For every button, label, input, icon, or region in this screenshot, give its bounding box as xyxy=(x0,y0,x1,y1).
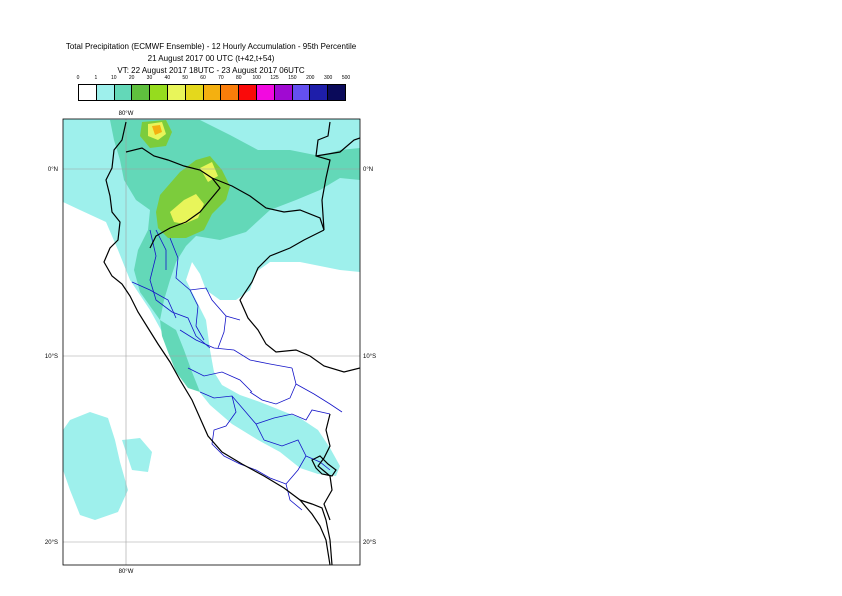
lat-label-left-10s: 10°S xyxy=(45,354,58,360)
legend-swatch-2 xyxy=(114,85,133,100)
lake-titicaca xyxy=(311,455,337,477)
legend-swatch-4 xyxy=(150,85,168,100)
precip-area-yellow xyxy=(170,194,204,224)
legend-label: 150 xyxy=(288,75,297,81)
legend-label: 50 xyxy=(182,75,188,81)
peru-colombia-border xyxy=(211,177,325,231)
lon-label-bottom: 80°W xyxy=(119,569,134,575)
peru-bolivia-border xyxy=(317,413,333,521)
legend-label: 40 xyxy=(164,75,171,81)
legend-swatch-9 xyxy=(239,85,257,100)
legend-swatch-1 xyxy=(96,85,115,100)
venezuela-border xyxy=(315,137,360,157)
legend-label: 30 xyxy=(146,75,153,81)
legend-swatch-0 xyxy=(79,85,97,100)
legend-label: 70 xyxy=(218,75,224,81)
precip-area-light xyxy=(63,119,360,476)
map-title: Total Precipitation (ECMWF Ensemble) - 1… xyxy=(65,42,357,51)
legend-label: 200 xyxy=(306,75,315,81)
coastline xyxy=(103,121,331,565)
legend-swatch-5 xyxy=(167,85,186,100)
legend-label: 300 xyxy=(323,75,333,81)
legend-label: 0 xyxy=(76,75,80,81)
ecuador-border xyxy=(125,147,221,249)
lat-label-left-20s: 20°S xyxy=(45,540,58,546)
lat-label-left-0: 0°N xyxy=(48,167,58,173)
legend-swatch-10 xyxy=(256,85,275,100)
legend-label: 80 xyxy=(236,75,242,81)
map-frame xyxy=(62,118,361,566)
precipitation-field xyxy=(63,119,360,520)
lon-label-top: 80°W xyxy=(119,111,134,117)
legend-swatch-6 xyxy=(185,85,204,100)
lat-label-right-0: 0°N xyxy=(363,167,373,173)
region-borders xyxy=(131,229,343,511)
precip-area-light-nw xyxy=(63,145,108,188)
legend-swatch-13 xyxy=(310,85,329,100)
color-legend xyxy=(78,84,346,101)
legend-label: 500 xyxy=(341,75,351,81)
legend-swatch-3 xyxy=(132,85,151,100)
country-borders xyxy=(103,121,360,565)
precip-area-light-sw xyxy=(63,412,128,520)
legend-swatch-12 xyxy=(292,85,311,100)
lat-label-right-20s: 20°S xyxy=(363,540,376,546)
legend-label: 125 xyxy=(270,75,279,81)
legend-swatch-14 xyxy=(328,85,345,100)
legend-swatch-7 xyxy=(203,85,222,100)
colombia-brazil-border xyxy=(315,121,331,231)
precip-area-orange xyxy=(152,125,162,135)
peru-brazil-border xyxy=(239,229,360,373)
chile-border xyxy=(299,499,333,565)
legend-swatch-11 xyxy=(274,85,293,100)
valid-time: VT: 22 August 2017 18UTC - 23 August 201… xyxy=(117,66,305,75)
lat-label-right-10s: 10°S xyxy=(363,354,376,360)
legend-label: 1 xyxy=(94,75,98,81)
legend-label: 10 xyxy=(110,75,117,81)
precip-area-medium xyxy=(110,120,360,320)
precip-area-yellow-2 xyxy=(200,162,218,182)
legend-swatch-8 xyxy=(221,85,240,100)
legend-label: 60 xyxy=(200,75,206,81)
base-time: 21 August 2017 00 UTC (t+42,t+54) xyxy=(147,54,275,63)
precip-area-light-sw2 xyxy=(122,438,152,472)
legend-labels: 0 1 10 20 30 40 50 60 70 80 100 125 150 200 300 500 xyxy=(0,75,842,83)
precip-area-light-east xyxy=(330,178,360,218)
legend-label: 20 xyxy=(128,75,135,81)
legend-label: 100 xyxy=(252,75,261,81)
